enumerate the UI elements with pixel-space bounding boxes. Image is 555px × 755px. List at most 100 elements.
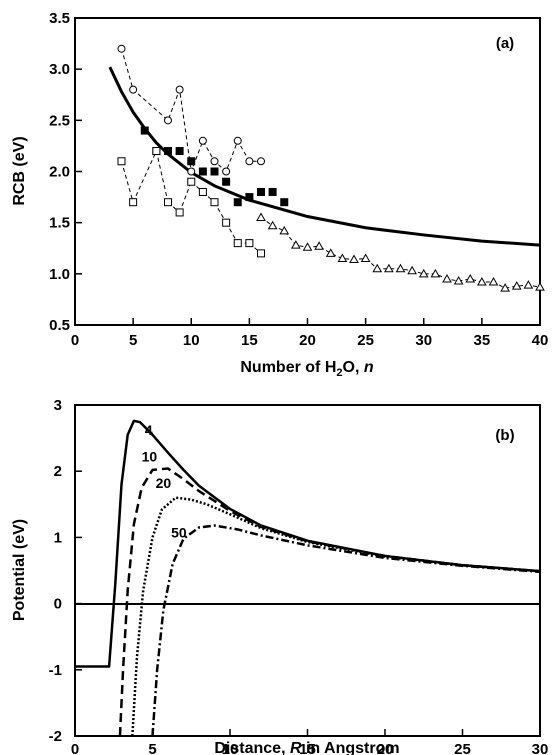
data-point bbox=[175, 85, 184, 94]
data-point bbox=[210, 167, 219, 176]
potential-curve-20 bbox=[131, 496, 540, 736]
series-dashed-open-circle bbox=[117, 44, 265, 176]
data-point bbox=[302, 242, 313, 251]
y-tick-label: 2 bbox=[54, 463, 62, 480]
x-tick-label: 30 bbox=[415, 332, 432, 349]
x-tick-label: 35 bbox=[474, 332, 491, 349]
x-tick-label: 25 bbox=[454, 741, 471, 755]
curve-label-4: 4 bbox=[145, 422, 153, 438]
panel-a-label: (a) bbox=[496, 35, 514, 52]
data-point bbox=[314, 241, 324, 250]
series-line bbox=[121, 48, 261, 173]
data-point bbox=[117, 157, 126, 166]
panel-a-xlabel: Number of H2O, n bbox=[240, 359, 373, 379]
curve-label-20: 20 bbox=[156, 475, 172, 491]
data-point bbox=[291, 240, 301, 249]
data-point bbox=[222, 177, 231, 186]
panel-a-ticks: 0 5 10 15 20 25 30 35 40 0.5 1.0 1.5 2.0 2.5 3.0 3.5 bbox=[49, 10, 548, 349]
panel-b-xlabel: Distance, R in Angstrom bbox=[214, 740, 399, 755]
data-point bbox=[198, 167, 207, 176]
x-tick-label: 0 bbox=[71, 741, 79, 755]
y-tick-label: 0 bbox=[54, 596, 62, 613]
data-point bbox=[430, 268, 441, 278]
x-tick-label: 20 bbox=[377, 741, 394, 755]
y-tick-label: 1 bbox=[54, 529, 62, 546]
potential-curve-10 bbox=[118, 467, 540, 736]
panel-b: 0 5 10 15 20 25 30 -2 -1 0 1 2 3 4 10 20 50 (b) Distanc… bbox=[11, 397, 548, 755]
panel-b-label: (b) bbox=[495, 427, 514, 444]
data-point bbox=[349, 254, 359, 264]
curve-label-50: 50 bbox=[171, 524, 187, 540]
data-point bbox=[453, 275, 464, 285]
data-point bbox=[257, 187, 265, 196]
panel-a-marks bbox=[108, 44, 545, 292]
data-point bbox=[280, 198, 289, 207]
data-point bbox=[210, 198, 219, 207]
data-point bbox=[222, 218, 231, 227]
data-point bbox=[210, 157, 219, 166]
panel-b-ticks: 0 5 10 15 20 25 30 -2 -1 0 1 2 3 bbox=[49, 397, 549, 755]
data-point bbox=[164, 147, 172, 156]
data-point bbox=[140, 126, 149, 135]
data-point bbox=[117, 44, 126, 53]
x-tick-label: 30 bbox=[532, 741, 549, 755]
data-point bbox=[152, 147, 161, 156]
rcb-curve bbox=[108, 66, 541, 247]
series-filled-square bbox=[140, 126, 289, 207]
data-point bbox=[187, 167, 196, 176]
data-point bbox=[175, 147, 184, 156]
data-point bbox=[418, 268, 429, 278]
data-point bbox=[198, 136, 207, 145]
y-tick-label: 1.5 bbox=[49, 215, 70, 232]
data-point bbox=[372, 263, 383, 273]
data-point bbox=[222, 167, 231, 176]
data-point bbox=[395, 263, 406, 273]
x-tick-label: 20 bbox=[299, 332, 316, 349]
data-point bbox=[187, 177, 196, 186]
panel-b-curve-labels: 4 10 20 50 bbox=[142, 422, 187, 541]
data-point bbox=[279, 225, 290, 235]
data-point bbox=[256, 212, 266, 222]
data-point bbox=[257, 249, 265, 258]
y-tick-label: 3 bbox=[54, 397, 62, 414]
data-point bbox=[337, 253, 348, 262]
data-point bbox=[523, 280, 534, 289]
series-solid-thick-line bbox=[108, 66, 541, 247]
x-tick-label: 15 bbox=[299, 741, 316, 755]
y-tick-label: 0.5 bbox=[49, 317, 70, 334]
data-point bbox=[488, 277, 499, 286]
data-point bbox=[129, 198, 138, 207]
series-dashed-open-triangle bbox=[256, 212, 545, 292]
data-point bbox=[245, 193, 254, 202]
data-point bbox=[384, 263, 394, 273]
series-dashed-open-square bbox=[117, 147, 265, 258]
data-point bbox=[233, 239, 242, 248]
panel-b-ylabel: Potential (eV) bbox=[11, 519, 28, 621]
data-point bbox=[245, 239, 254, 248]
x-tick-label: 0 bbox=[71, 332, 79, 349]
data-point bbox=[164, 198, 172, 207]
data-point bbox=[465, 273, 476, 283]
data-point bbox=[325, 248, 336, 257]
data-point bbox=[198, 187, 207, 196]
y-tick-label: 3.5 bbox=[49, 10, 70, 27]
y-tick-label: 1.0 bbox=[49, 266, 70, 283]
y-tick-label: 2.0 bbox=[49, 164, 70, 181]
panel-a: 0 5 10 15 20 25 30 35 40 0.5 1.0 1.5 2.0 2.5 3.0 3.5 (a… bbox=[11, 10, 548, 379]
data-point bbox=[267, 220, 278, 230]
data-point bbox=[187, 157, 196, 166]
data-point bbox=[360, 253, 371, 262]
series-line bbox=[260, 217, 541, 289]
y-tick-label: 2.5 bbox=[49, 112, 70, 129]
x-tick-label: 25 bbox=[357, 332, 374, 349]
x-tick-label: 10 bbox=[222, 741, 239, 755]
data-point bbox=[268, 187, 277, 196]
panel-a-ylabel: RCB (eV) bbox=[11, 136, 28, 205]
data-point bbox=[245, 157, 254, 166]
y-tick-label: -2 bbox=[49, 728, 62, 745]
data-point bbox=[129, 85, 138, 94]
x-tick-label: 40 bbox=[532, 332, 549, 349]
y-tick-label: 3.0 bbox=[49, 61, 70, 78]
series-segment bbox=[121, 161, 134, 203]
